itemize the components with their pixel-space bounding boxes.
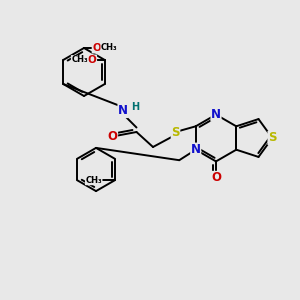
Text: O: O (88, 55, 97, 65)
Text: CH₃: CH₃ (71, 56, 88, 64)
Text: H: H (131, 102, 139, 112)
Text: N: N (118, 104, 128, 118)
Text: N: N (211, 108, 221, 121)
Text: CH₃: CH₃ (85, 176, 102, 185)
Text: S: S (268, 131, 277, 145)
Text: O: O (211, 171, 221, 184)
Text: S: S (171, 125, 180, 139)
Text: N: N (191, 143, 201, 156)
Text: O: O (92, 43, 101, 53)
Text: CH₃: CH₃ (101, 44, 118, 52)
Text: O: O (107, 130, 118, 143)
